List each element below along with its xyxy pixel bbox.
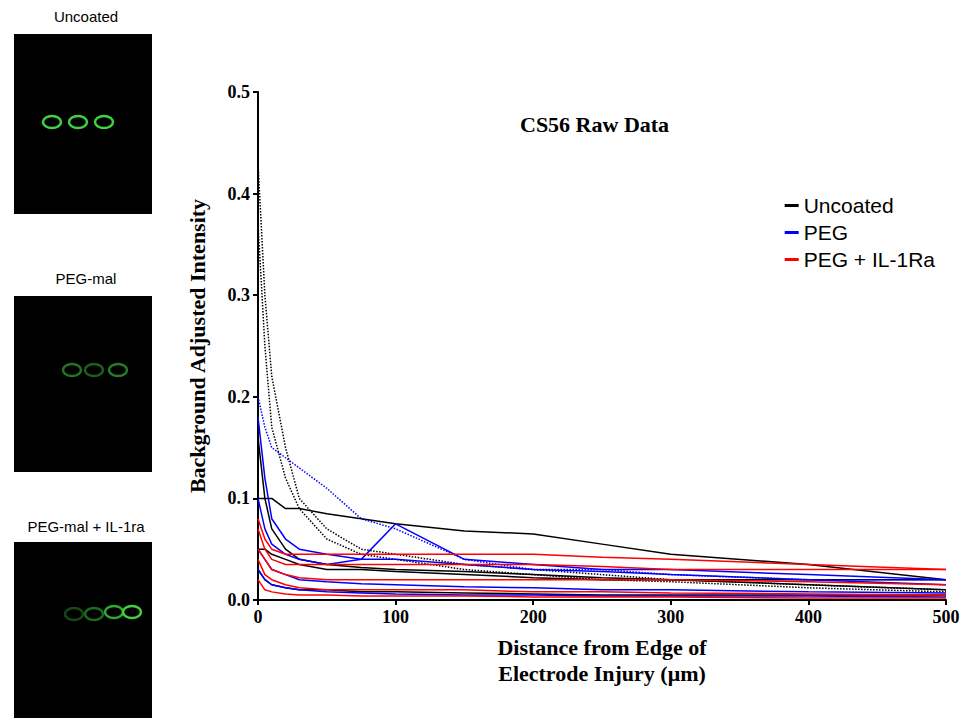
svg-text:300: 300 [657, 607, 684, 627]
html-text:PEG-mal + IL-1ra: PEG-mal + IL-1ra [27, 518, 145, 535]
svg-text:0.0: 0.0 [228, 590, 251, 610]
html-text:PEG-mal: PEG-mal [55, 270, 117, 287]
svg-text:CS56 Raw Data: CS56 Raw Data [520, 112, 669, 137]
svg-text:0.4: 0.4 [228, 184, 251, 204]
svg-text:0.1: 0.1 [228, 488, 251, 508]
html-text:Uncoated: Uncoated [53, 8, 119, 25]
svg-text:0: 0 [254, 607, 263, 627]
svg-text:400: 400 [795, 607, 822, 627]
svg-text:200: 200 [520, 607, 547, 627]
svg-text:100: 100 [382, 607, 409, 627]
svg-text:0.5: 0.5 [228, 82, 251, 102]
svg-text:PEG + IL-1Ra: PEG + IL-1Ra [804, 248, 936, 271]
svg-text:Distance from Edge of: Distance from Edge of [497, 635, 707, 660]
svg-text:Electrode Injury (μm): Electrode Injury (μm) [498, 661, 706, 686]
svg-text:PEG: PEG [804, 221, 848, 244]
svg-text:0.2: 0.2 [228, 387, 251, 407]
svg-text:Uncoated: Uncoated [804, 194, 894, 217]
svg-text:0.3: 0.3 [228, 285, 251, 305]
svg-text:500: 500 [933, 607, 960, 627]
svg-text:Background Adjusted Intensity: Background Adjusted Intensity [185, 199, 210, 493]
